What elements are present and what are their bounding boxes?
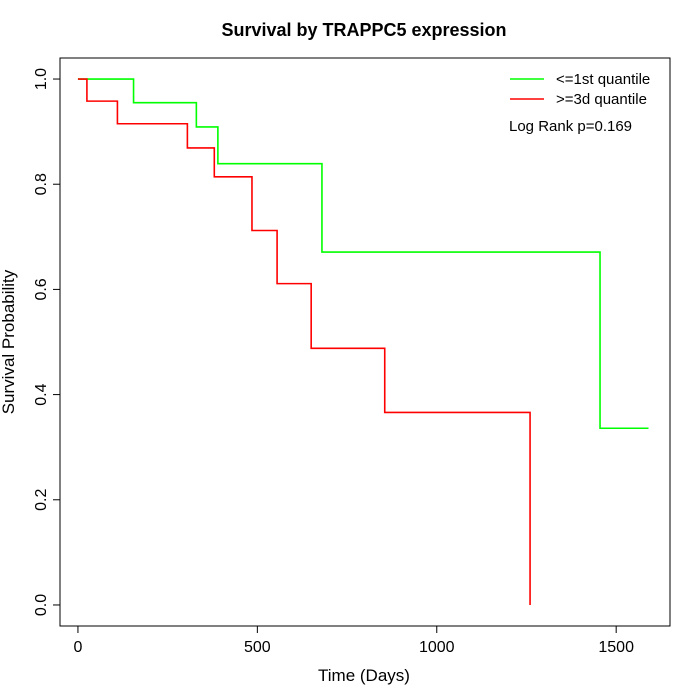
x-tick-label: 1500	[598, 639, 634, 656]
series-line-high-quantile	[77, 78, 531, 605]
legend: <=1st quantile >=3d quantile	[510, 71, 650, 108]
x-axis-label: Time (Days)	[318, 666, 410, 685]
y-tick-label: 0.6	[33, 278, 50, 300]
chart-title: Survival by TRAPPC5 expression	[221, 20, 506, 40]
x-tick-label: 500	[244, 639, 271, 656]
y-tick-label: 0.4	[33, 383, 50, 405]
log-rank-annotation: Log Rank p=0.169	[509, 118, 632, 135]
x-tick-label: 1000	[419, 639, 455, 656]
y-tick-label: 0.0	[33, 594, 50, 616]
y-tick-label: 0.2	[33, 489, 50, 511]
series-line-low-quantile	[77, 78, 649, 430]
x-tick-label: 0	[73, 639, 82, 656]
legend-label-high: >=3d quantile	[556, 91, 647, 108]
y-tick-label: 1.0	[33, 68, 50, 90]
x-axis: 0 500 1000 1500	[73, 625, 634, 656]
y-axis: 0.0 0.2 0.4 0.6 0.8 1.0	[33, 68, 60, 616]
y-tick-label: 0.8	[33, 173, 50, 195]
plot-area-frame	[59, 57, 671, 627]
y-axis-label: Survival Probability	[0, 269, 18, 414]
series-layer	[77, 78, 649, 605]
legend-label-low: <=1st quantile	[556, 71, 650, 88]
